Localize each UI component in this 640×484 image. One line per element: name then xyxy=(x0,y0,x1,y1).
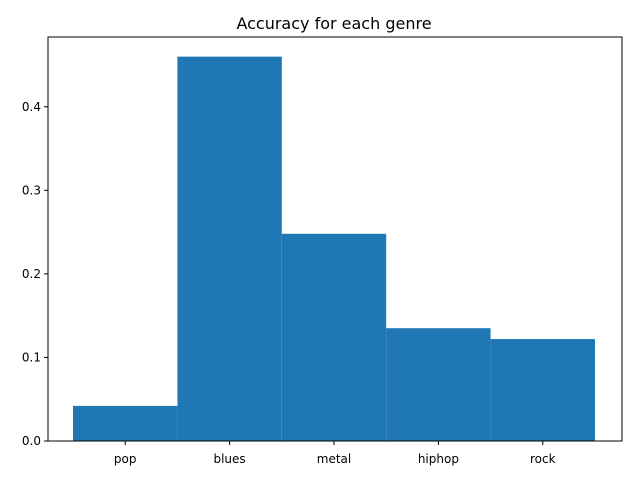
y-tick-label: 0.1 xyxy=(22,350,41,364)
x-tick-label-pop: pop xyxy=(114,452,137,466)
chart-title: Accuracy for each genre xyxy=(236,14,431,33)
y-tick-label: 0.2 xyxy=(22,267,41,281)
y-axis: 0.0 0.1 0.2 0.3 0.4 xyxy=(22,100,48,448)
x-tick-label-metal: metal xyxy=(317,452,351,466)
x-tick-label-rock: rock xyxy=(530,452,556,466)
y-tick-label: 0.0 xyxy=(22,434,41,448)
bar-pop xyxy=(73,405,178,441)
y-tick-label: 0.3 xyxy=(22,183,41,197)
x-axis: pop blues metal hiphop rock xyxy=(114,441,556,466)
plot-frame xyxy=(47,36,623,442)
x-tick-label-hiphop: hiphop xyxy=(418,452,459,466)
y-tick-label: 0.4 xyxy=(22,100,41,114)
x-tick-label-blues: blues xyxy=(213,452,245,466)
bar-blues xyxy=(177,56,282,441)
bars-layer xyxy=(73,56,595,441)
bar-metal xyxy=(281,233,387,441)
bar-rock xyxy=(490,339,595,441)
bar-hiphop xyxy=(386,328,491,441)
